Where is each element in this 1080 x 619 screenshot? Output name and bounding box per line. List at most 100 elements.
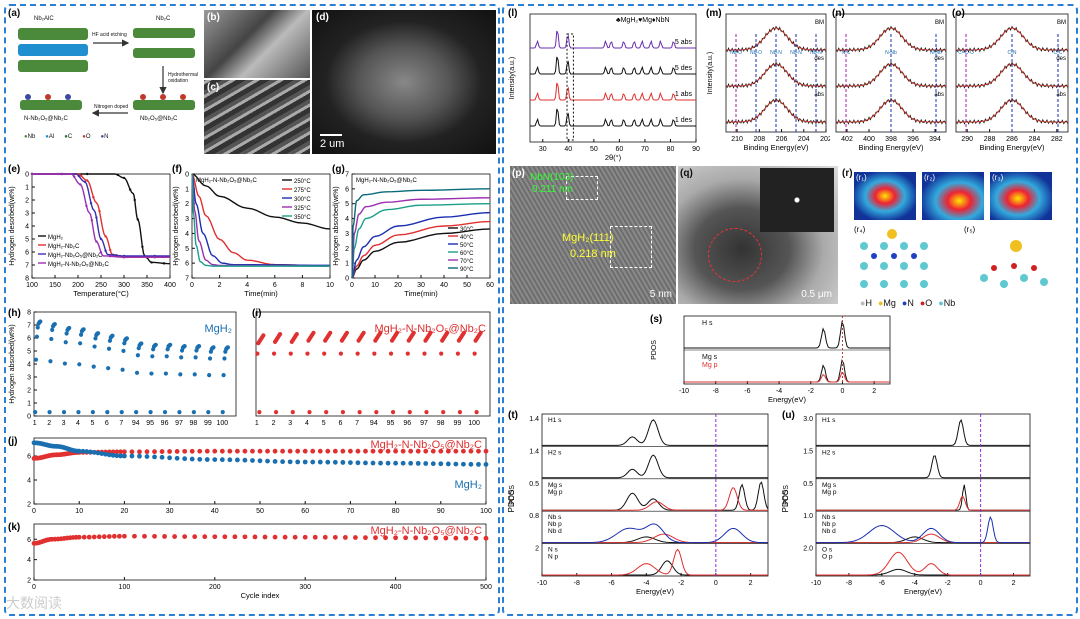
- series-1-point: [408, 460, 414, 466]
- x-tick-label: -8: [574, 580, 580, 587]
- series-0-marker: [128, 188, 132, 191]
- y-tick-label: 3.0: [803, 416, 813, 423]
- cycle-point: [162, 410, 168, 415]
- panel-label: (f): [172, 164, 182, 175]
- sub-label-r2: (r₂): [924, 173, 936, 182]
- plot-frame: [529, 13, 697, 143]
- series-1-point: [257, 458, 263, 464]
- series-1-point: [348, 460, 353, 465]
- series-0-point: [468, 448, 474, 454]
- series-1-point: [80, 448, 86, 454]
- legend-h-dot: ●: [860, 298, 866, 308]
- series-1-point: [95, 450, 101, 456]
- cycle-point: [355, 351, 360, 356]
- scale-label-p: 5 nm: [649, 289, 672, 300]
- state-label: des: [934, 56, 944, 62]
- series-point: [262, 534, 268, 540]
- series-2-marker: [104, 249, 107, 252]
- cycle-point: [378, 330, 383, 335]
- cycle-point: [311, 330, 316, 335]
- x-tick-label: 150: [49, 282, 61, 289]
- pdos-legend: Nb s: [548, 514, 562, 521]
- peak-label: Nb-O: [730, 50, 742, 56]
- y-tick-label: 6: [27, 537, 31, 544]
- scale-bar-d: [320, 134, 342, 136]
- series-1-point: [423, 461, 429, 466]
- series-point: [463, 535, 469, 541]
- x-axis-label: Binding Energy(eV): [858, 143, 924, 152]
- series-point: [292, 534, 298, 540]
- structure-r4: (r₄): [854, 226, 928, 288]
- series-1-point: [370, 460, 376, 466]
- series-point: [443, 535, 449, 541]
- cycle-point: [422, 351, 427, 356]
- cycle-point: [52, 322, 57, 327]
- series-3-marker: [122, 256, 126, 259]
- series-point: [242, 534, 248, 540]
- series-0-point: [265, 448, 270, 454]
- series-point: [423, 535, 429, 541]
- legend-mg: ●Mg: [877, 298, 896, 308]
- series-point: [413, 535, 419, 541]
- legend-label: 250°C: [294, 179, 311, 185]
- x-tick-label: 70: [641, 146, 649, 153]
- x-tick-label: 50: [256, 508, 264, 515]
- series-point: [252, 534, 258, 540]
- cycle-baseline-point: [324, 410, 329, 415]
- cycle-point: [288, 351, 293, 356]
- legend-label: 300°C: [294, 197, 311, 203]
- series-1-point: [483, 462, 489, 467]
- series-0-point: [182, 448, 188, 454]
- series-0-point: [118, 449, 124, 455]
- series-1-point: [250, 458, 255, 463]
- chart-legend: ♣MgH₂♥Mg♦NbN: [616, 17, 670, 24]
- x-tick-label: 350: [141, 282, 153, 289]
- y-tick-label: 6: [27, 336, 31, 343]
- series-point: [453, 535, 459, 541]
- x-tick-label: -2: [945, 580, 951, 587]
- series-0-point: [129, 449, 135, 455]
- panel-a-label: (a): [8, 8, 21, 19]
- legend-label: 275°C: [294, 188, 311, 194]
- right-frame: [502, 4, 1078, 616]
- series-1-point: [265, 458, 270, 464]
- series-1-point: [438, 461, 444, 467]
- y-tick-label: 2: [27, 388, 31, 395]
- x-tick-label: 400: [390, 584, 402, 591]
- charge-map-r3: (r₃): [990, 172, 1052, 220]
- peak-label: N-Nb: [885, 50, 897, 56]
- panel-a: (a) Nb₂AlC HF acid etching Nb₂C Hydrothe…: [8, 8, 200, 158]
- xps-fit-0: [955, 27, 1069, 51]
- y-tick-label: 6: [25, 250, 29, 257]
- y-tick-label: 5: [185, 246, 189, 253]
- series-point: [332, 534, 338, 540]
- y-axis-label: Intensity(a.u.): [509, 57, 516, 99]
- cycle-point: [135, 353, 140, 358]
- series-point: [222, 534, 228, 540]
- legend-label: MgH₂: [455, 479, 483, 491]
- pdos-s-curve: [684, 371, 890, 383]
- legend-label: MgH₂: [48, 235, 64, 241]
- pdos-curve: [542, 523, 769, 544]
- series-2-marker: [83, 180, 87, 183]
- series-0-point: [325, 448, 331, 454]
- x-tick-label: 4: [305, 420, 309, 427]
- x-tick-label: 90: [692, 146, 700, 153]
- cycle-point: [49, 336, 54, 342]
- trace-label: 5 des: [675, 65, 693, 72]
- series-0-point: [423, 448, 429, 454]
- series-0-point: [174, 449, 180, 454]
- series-1-point: [393, 460, 398, 466]
- series-0-point: [461, 448, 466, 454]
- cycle-point: [106, 346, 112, 351]
- y-axis-label: PDOS: [507, 490, 516, 513]
- series-1-point: [468, 461, 474, 467]
- series-0-point: [355, 448, 361, 454]
- x-tick-label: 99: [454, 420, 462, 427]
- series-0-point: [317, 448, 323, 454]
- x-tick-label: 290: [961, 136, 973, 143]
- x-tick-label: 6: [338, 420, 342, 427]
- series-1-point: [385, 460, 391, 466]
- series-0-point: [430, 448, 436, 454]
